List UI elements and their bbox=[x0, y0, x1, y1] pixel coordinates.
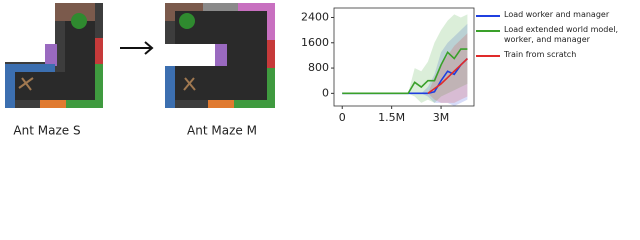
figure-svg: Ant Maze S Ant Maze M 0 800 1600 2400 0 1.5M 3… bbox=[5, 3, 475, 138]
panel-label: Ant Maze M bbox=[187, 124, 257, 138]
x-tick-label: 0 bbox=[339, 111, 346, 124]
series-line bbox=[427, 58, 468, 95]
maze-s bbox=[5, 3, 103, 108]
legend: Load worker and manager Load extended wor… bbox=[474, 10, 634, 65]
x-tick-label: 3M bbox=[433, 111, 450, 124]
legend-label: Load extended world model, worker, and m… bbox=[504, 25, 619, 44]
legend-swatch bbox=[476, 30, 500, 32]
arrow bbox=[120, 41, 154, 55]
y-tick-label: 800 bbox=[308, 61, 329, 74]
legend-label: Train from scratch bbox=[504, 50, 577, 59]
y-tick-label: 2400 bbox=[301, 10, 329, 23]
figure: Ant Maze S Ant Maze M 0 800 1600 2400 0 1.5M 3… bbox=[5, 3, 634, 138]
x-tick-label: 1.5M bbox=[378, 111, 405, 124]
legend-label: Load worker and manager bbox=[504, 10, 610, 19]
chart: 0 800 1600 2400 0 1.5M 3M bbox=[301, 7, 475, 124]
maze-m bbox=[165, 3, 275, 108]
confidence-band bbox=[342, 14, 468, 103]
legend-entry: Load extended world model, worker, and m… bbox=[474, 25, 634, 45]
legend-swatch bbox=[476, 15, 500, 17]
y-tick-label: 0 bbox=[322, 86, 329, 99]
series-line bbox=[342, 48, 468, 95]
legend-entry: Load worker and manager bbox=[474, 10, 634, 20]
y-tick-label: 1600 bbox=[301, 36, 329, 49]
plot-frame bbox=[333, 7, 475, 107]
panel-label: Ant Maze S bbox=[13, 124, 80, 138]
confidence-band bbox=[342, 23, 468, 107]
legend-swatch bbox=[476, 55, 500, 57]
legend-entry: Train from scratch bbox=[474, 50, 634, 60]
